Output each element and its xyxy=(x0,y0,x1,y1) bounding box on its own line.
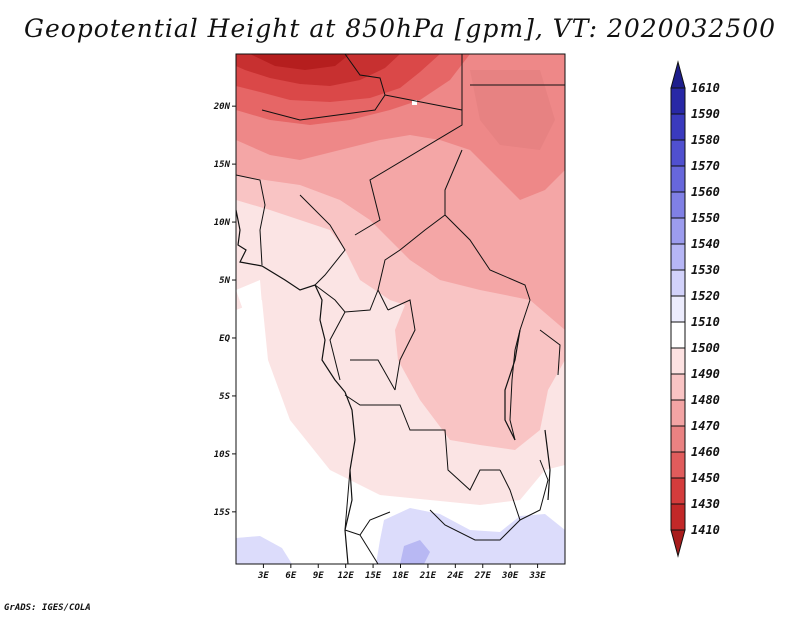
colorbar-segment xyxy=(670,87,686,115)
lon-tick-label: 27E xyxy=(474,571,492,581)
colorbar-segment xyxy=(670,165,686,193)
lon-tick-label: 9E xyxy=(313,571,324,581)
colorbar-label: 1490 xyxy=(691,367,720,381)
lon-tick-label: 6E xyxy=(285,571,296,581)
lat-tick-label: 5S xyxy=(219,392,230,402)
colorbar-label: 1590 xyxy=(691,107,720,121)
colorbar-label: 1540 xyxy=(691,237,720,251)
colorbar-label: 1430 xyxy=(691,497,720,511)
grads-credit: GrADS: IGES/COLA xyxy=(4,603,91,613)
colorbar-label: 1550 xyxy=(691,211,720,225)
lon-tick-label: 30E xyxy=(501,571,519,581)
colorbar-segment xyxy=(670,269,686,297)
colorbar-label: 1580 xyxy=(691,133,720,147)
latitude-axis: 20N 15N 10N 5N EQ 5S 10S 15S xyxy=(213,102,236,518)
colorbar-segment xyxy=(670,425,686,453)
colorbar-segment xyxy=(670,243,686,271)
colorbar-segment xyxy=(670,321,686,349)
colorbar-label: 1570 xyxy=(691,159,720,173)
lon-tick-label: 21E xyxy=(419,571,437,581)
longitude-axis: 3E 6E 9E 12E 15E 18E 21E 24E 27E 30E 33E xyxy=(257,564,546,581)
colorbar-label: 1610 xyxy=(691,81,720,95)
colorbar-segment xyxy=(670,347,686,375)
lon-tick-label: 33E xyxy=(528,571,546,581)
lat-tick-label: 5N xyxy=(219,276,230,286)
colorbar-segment xyxy=(670,451,686,479)
colorbar-label: 1460 xyxy=(691,445,720,459)
colorbar-top-arrow xyxy=(670,60,686,89)
colorbar-label: 1480 xyxy=(691,393,720,407)
lon-tick-label: 15E xyxy=(365,571,382,581)
lat-tick-label: 10N xyxy=(214,218,231,228)
colorbar-label: 1500 xyxy=(691,341,720,355)
colorbar-bottom-arrow xyxy=(670,529,686,558)
lat-tick-label: EQ xyxy=(219,334,230,344)
colorbar-segment xyxy=(670,295,686,323)
country-boundaries xyxy=(235,53,566,565)
lon-tick-label: 24E xyxy=(446,571,464,581)
colorbar-segment xyxy=(670,373,686,401)
colorbar-segment xyxy=(670,139,686,167)
colorbar: 1610 1590 1580 1570 1560 1550 1540 1530 1520 1510… xyxy=(670,60,720,558)
colorbar-segment xyxy=(670,217,686,245)
colorbar-label: 1510 xyxy=(691,315,720,329)
colorbar-segment xyxy=(670,113,686,141)
lon-tick-label: 3E xyxy=(257,571,269,581)
colorbar-segment xyxy=(670,477,686,505)
chart-title: Geopotential Height at 850hPa [gpm], VT:… xyxy=(23,14,777,43)
colorbar-segment xyxy=(670,503,686,531)
colorbar-label: 1530 xyxy=(691,263,720,277)
colorbar-label: 1410 xyxy=(691,523,720,537)
coastline xyxy=(235,209,551,565)
colorbar-label: 1560 xyxy=(691,185,720,199)
lon-tick-label: 18E xyxy=(392,571,409,581)
colorbar-label: 1520 xyxy=(691,289,720,303)
lat-tick-label: 10S xyxy=(214,450,231,460)
lat-tick-label: 20N xyxy=(213,102,231,112)
lon-tick-label: 12E xyxy=(338,571,355,581)
colorbar-label: 1450 xyxy=(691,471,720,485)
colorbar-label: 1470 xyxy=(691,419,720,433)
lat-tick-label: 15S xyxy=(214,508,231,518)
lat-tick-label: 15N xyxy=(214,160,231,170)
height-field xyxy=(236,54,565,564)
colorbar-segment xyxy=(670,191,686,219)
colorbar-segment xyxy=(670,399,686,427)
